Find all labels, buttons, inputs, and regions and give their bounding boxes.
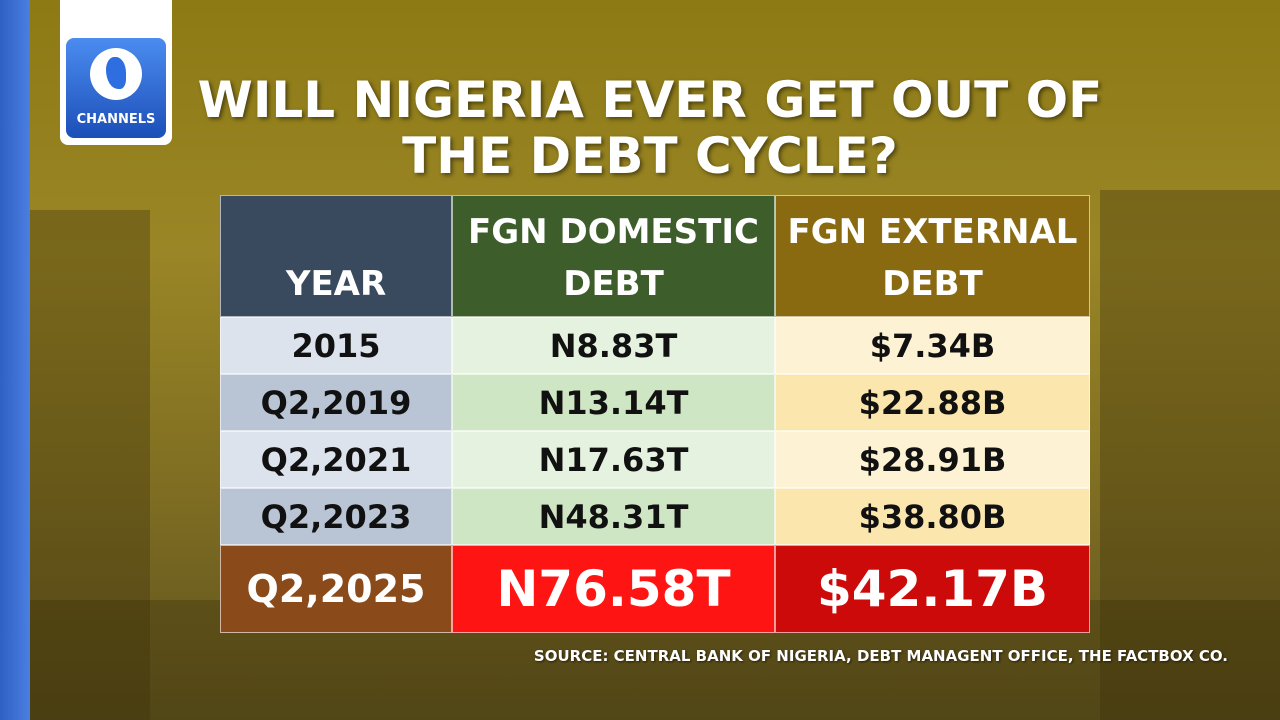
table-cell: Q2,2019 [220,374,452,431]
table-cell: $42.17B [775,545,1090,633]
table-cell: $28.91B [775,431,1090,488]
table-cell: N17.63T [452,431,775,488]
table-cell: N48.31T [452,488,775,545]
column-header: YEAR [220,195,452,317]
logo-box: CHANNELS [66,38,166,138]
table-cell: Q2,2025 [220,545,452,633]
table-cell: $7.34B [775,317,1090,374]
table-row: Q2,2021 N17.63T $28.91B [220,431,1090,488]
column-header: FGN DOMESTIC DEBT [452,195,775,317]
header-row: YEAR FGN DOMESTIC DEBT FGN EXTERNAL DEBT [220,195,1090,317]
table-row: 2015 N8.83T $7.34B [220,317,1090,374]
table: YEAR FGN DOMESTIC DEBT FGN EXTERNAL DEBT 20… [220,195,1090,633]
table-row: Q2,2019 N13.14T $22.88B [220,374,1090,431]
source: SOURCE: CENTRAL BANK OF NIGERIA, DEBT MA… [533,647,1228,665]
table-cell: N13.14T [452,374,775,431]
logo-globe [90,48,142,100]
table-row: Q2,2023 N48.31T $38.80B [220,488,1090,545]
building [30,210,150,720]
table-cell: N8.83T [452,317,775,374]
logo-text: CHANNELS [76,112,156,127]
table-cell: Q2,2021 [220,431,452,488]
side-strip [0,0,30,720]
title: WILL NIGERIA EVER GET OUT OF THE DEBT CY… [197,71,1103,185]
logo: CHANNELS [60,0,172,145]
table-cell: 2015 [220,317,452,374]
table-cell: Q2,2023 [220,488,452,545]
building [1100,190,1280,720]
table-cell: $38.80B [775,488,1090,545]
column-header: FGN EXTERNAL DEBT [775,195,1090,317]
table-cell: $22.88B [775,374,1090,431]
table-cell: N76.58T [452,545,775,633]
table-row: Q2,2025 N76.58T $42.17B [220,545,1090,633]
